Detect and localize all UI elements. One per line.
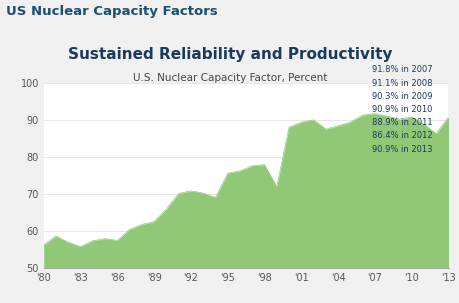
- Text: US Nuclear Capacity Factors: US Nuclear Capacity Factors: [6, 5, 217, 18]
- Text: Sustained Reliability and Productivity: Sustained Reliability and Productivity: [67, 47, 392, 62]
- Text: 91.8% in 2007
91.1% in 2008
90.3% in 2009
90.9% in 2010
88.9% in 2011
86.4% in 2: 91.8% in 2007 91.1% in 2008 90.3% in 200…: [372, 65, 432, 154]
- Text: U.S. Nuclear Capacity Factor, Percent: U.S. Nuclear Capacity Factor, Percent: [133, 73, 326, 83]
